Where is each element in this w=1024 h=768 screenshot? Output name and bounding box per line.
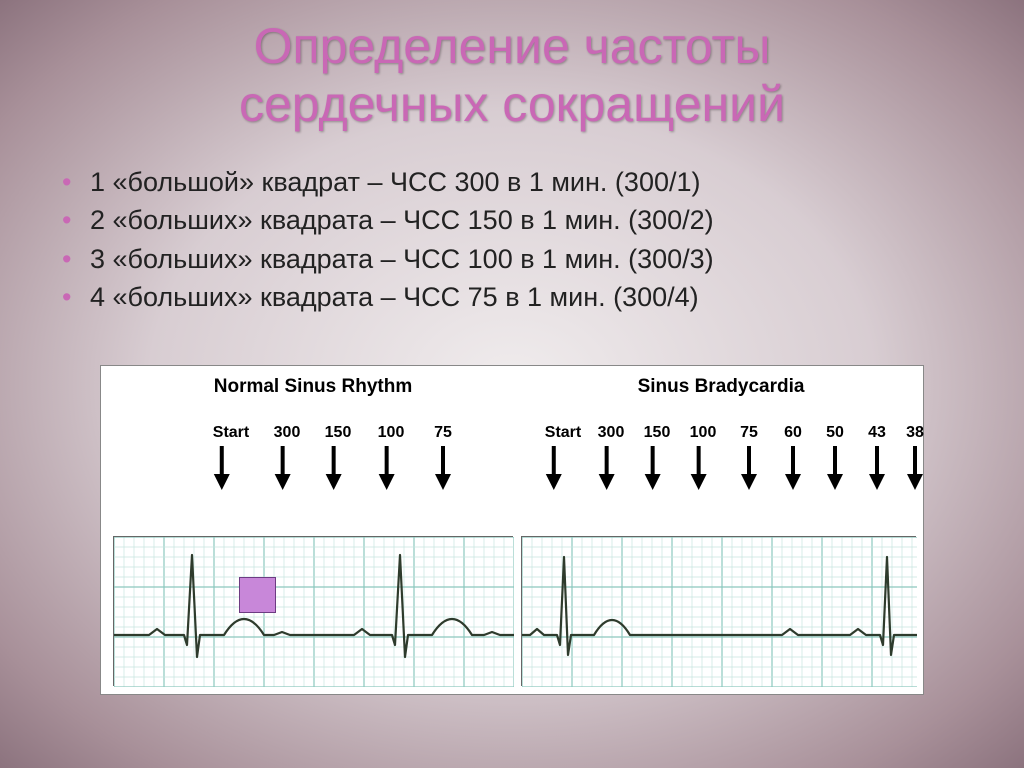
tick-label: 300 [598,424,625,490]
down-arrow-icon [274,444,301,490]
chart-sinus-bradycardia: Sinus Bradycardia Start30015010075605043… [531,366,911,398]
bullet-list: 1 «большой» квадрат – ЧСС 300 в 1 мин. (… [62,163,1024,316]
down-arrow-icon [378,444,405,490]
tick-label: Start [213,424,249,490]
down-arrow-icon [826,444,844,490]
title-line-2: сердечных сокращений [239,76,785,132]
down-arrow-icon [545,444,581,490]
down-arrow-icon [213,444,249,490]
tick-label: 150 [325,424,352,490]
slide-title: Определение частоты сердечных сокращений [0,0,1024,133]
tick-row-left: Start 300 150 100 75 [143,424,483,504]
down-arrow-icon [690,444,717,490]
bullet-item: 2 «больших» квадрата – ЧСС 150 в 1 мин. … [62,201,1024,239]
tick-label: 60 [784,424,802,490]
bullet-item: 4 «больших» квадрата – ЧСС 75 в 1 мин. (… [62,278,1024,316]
tick-label: 75 [740,424,758,490]
down-arrow-icon [906,444,924,490]
down-arrow-icon [784,444,802,490]
down-arrow-icon [644,444,671,490]
tick-label: 75 [434,424,452,490]
highlight-square [239,577,276,613]
chart-normal-sinus: Normal Sinus Rhythm Start30015010075 [143,366,483,398]
down-arrow-icon [434,444,452,490]
tick-label: 150 [644,424,671,490]
tick-label: 43 [868,424,886,490]
bullet-item: 3 «больших» квадрата – ЧСС 100 в 1 мин. … [62,240,1024,278]
tick-label: 38 [906,424,924,490]
down-arrow-icon [868,444,886,490]
ecg-diagram: Normal Sinus Rhythm Start30015010075 Sin… [100,365,924,695]
tick-label: 300 [274,424,301,490]
chart-title: Sinus Bradycardia [531,376,911,398]
tick-label: 100 [690,424,717,490]
down-arrow-icon [740,444,758,490]
tick-label: 50 [826,424,844,490]
tick-label: 100 [378,424,405,490]
title-line-1: Определение частоты [254,18,771,74]
down-arrow-icon [325,444,352,490]
tick-row-right: Start3001501007560504338 [531,424,911,504]
ecg-strip-left [113,536,513,686]
chart-title: Normal Sinus Rhythm [143,376,483,398]
down-arrow-icon [598,444,625,490]
bullet-item: 1 «большой» квадрат – ЧСС 300 в 1 мин. (… [62,163,1024,201]
tick-label: Start [545,424,581,490]
ecg-strip-right [521,536,916,686]
